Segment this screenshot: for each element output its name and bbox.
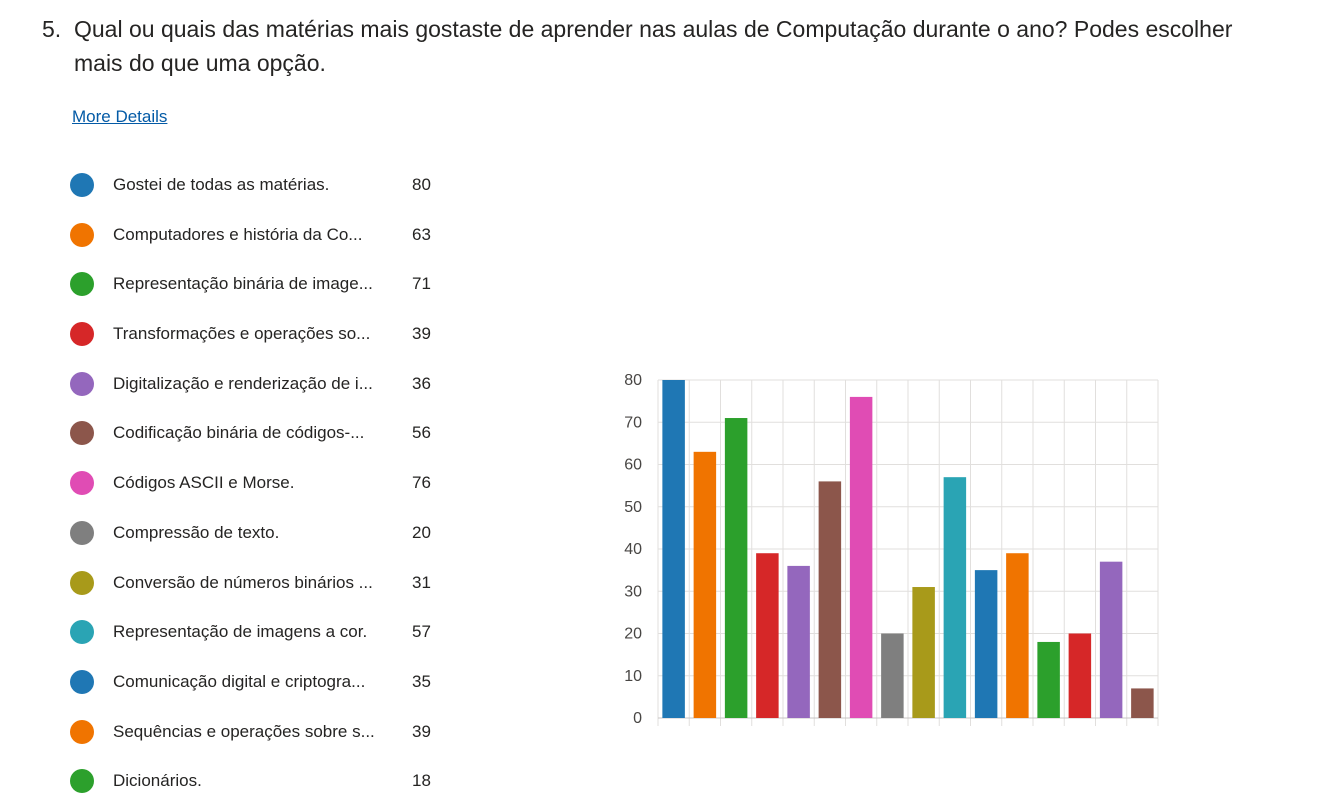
- bar: [943, 477, 967, 718]
- legend-color-dot-icon: [70, 520, 94, 545]
- bar: [1099, 561, 1123, 718]
- legend-label: Compressão de texto.: [113, 522, 280, 542]
- bar: [756, 553, 779, 718]
- legend-count: 57: [412, 622, 431, 642]
- question-number: 5.: [42, 16, 62, 42]
- legend-label: Conversão de números binários ...: [113, 572, 373, 592]
- bar: [724, 418, 748, 718]
- legend-label: Comunicação digital e criptogra...: [113, 671, 366, 691]
- bar: [1037, 641, 1060, 718]
- bar: [818, 481, 842, 718]
- legend-color-dot-icon: [70, 272, 94, 297]
- legend-color-dot-icon: [70, 669, 94, 694]
- legend-label: Gostei de todas as matérias.: [113, 175, 330, 194]
- legend-color-dot-icon: [70, 173, 94, 197]
- legend-label: Computadores e história da Co...: [113, 224, 363, 244]
- y-tick-label: 80: [624, 372, 642, 389]
- legend-label: Representação binária de image...: [113, 274, 373, 294]
- legend-label: Sequências e operações sobre s...: [113, 721, 375, 741]
- legend-count: 39: [412, 324, 431, 344]
- legend-label: Representação de imagens a cor.: [113, 622, 368, 642]
- bar: [787, 565, 810, 718]
- y-tick-label: 60: [624, 457, 642, 474]
- y-tick-label: 50: [624, 499, 642, 516]
- legend-label: Codificação binária de códigos-...: [113, 423, 365, 443]
- legend-color-dot-icon: [70, 570, 94, 595]
- y-tick-label: 40: [624, 541, 642, 558]
- legend-count: 63: [412, 224, 431, 244]
- legend-color-dot-icon: [70, 371, 94, 396]
- bar: [693, 451, 717, 718]
- legend-count: 20: [412, 522, 431, 542]
- bar: [662, 380, 685, 718]
- legend-label: Transformações e operações so...: [113, 324, 371, 344]
- y-tick-label: 20: [624, 626, 642, 643]
- question-title: 5. Qual ou quais das matérias mais gosta…: [42, 12, 1282, 80]
- more-details-link[interactable]: More Details: [72, 107, 168, 126]
- legend-color-dot-icon: [70, 322, 94, 347]
- bar-chart: 0 10 20 30 40 50 60 70 80: [624, 372, 1159, 727]
- legend-label: Códigos ASCII e Morse.: [113, 473, 295, 493]
- legend-label: Dicionários.: [113, 771, 202, 791]
- legend-color-dot-icon: [70, 719, 94, 744]
- legend-count: 39: [412, 721, 431, 741]
- bar: [1068, 633, 1092, 718]
- bar: [912, 587, 935, 718]
- y-tick-label: 10: [624, 668, 642, 685]
- legend-color-dot-icon: [70, 769, 94, 794]
- bar: [849, 396, 873, 718]
- legend-count: 36: [412, 373, 431, 393]
- bar: [1131, 688, 1154, 718]
- legend-count: 71: [412, 274, 431, 294]
- legend-label: Digitalização e renderização de i...: [113, 373, 373, 393]
- bar: [881, 633, 904, 718]
- legend-count: 18: [412, 771, 431, 791]
- y-tick-label: 0: [633, 710, 642, 727]
- bar: [974, 570, 998, 718]
- legend-count: 80: [412, 175, 431, 194]
- legend-count: 56: [412, 423, 431, 443]
- y-tick-label: 30: [624, 583, 642, 600]
- legend-count: 31: [412, 572, 431, 592]
- legend-color-dot-icon: [70, 620, 94, 645]
- y-tick-label: 70: [624, 414, 642, 431]
- legend-color-dot-icon: [70, 421, 94, 446]
- bar: [1006, 553, 1029, 718]
- legend-color-dot-icon: [70, 222, 94, 247]
- legend-count: 76: [412, 473, 431, 493]
- question-text: Qual ou quais das matérias mais gostaste…: [74, 16, 1233, 76]
- legend-color-dot-icon: [70, 471, 94, 496]
- legend-count: 35: [412, 671, 431, 691]
